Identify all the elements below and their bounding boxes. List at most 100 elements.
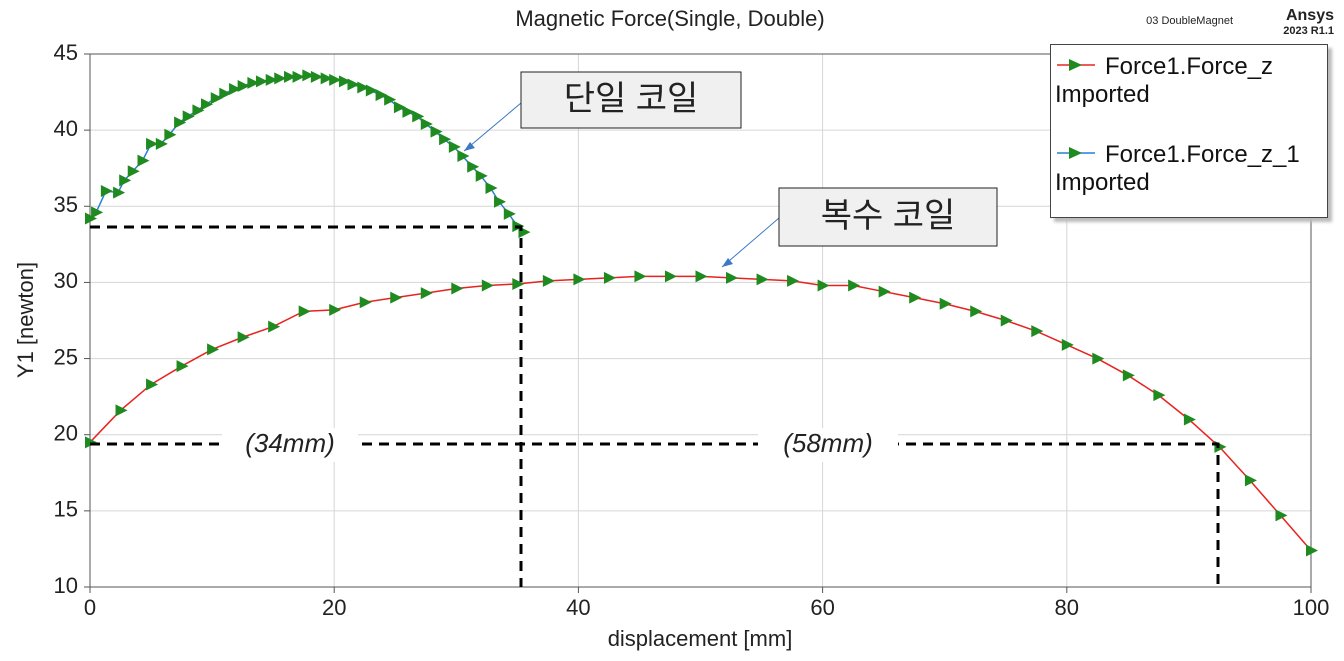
marker bbox=[817, 279, 830, 292]
marker bbox=[1183, 413, 1196, 426]
marker bbox=[247, 76, 260, 89]
marker bbox=[127, 165, 140, 178]
marker bbox=[359, 296, 372, 309]
series-line bbox=[89, 275, 1312, 551]
marker bbox=[274, 72, 287, 85]
label-bg bbox=[758, 428, 898, 462]
marker bbox=[85, 436, 97, 449]
marker bbox=[390, 291, 403, 304]
legend-symbol bbox=[1057, 147, 1095, 159]
marker bbox=[420, 118, 433, 131]
project-name: 03 DoubleMagnet bbox=[1146, 15, 1233, 27]
marker bbox=[155, 137, 168, 150]
y-tick-label: 40 bbox=[54, 116, 78, 141]
marker bbox=[347, 78, 360, 91]
marker bbox=[402, 105, 415, 118]
marker bbox=[494, 195, 507, 208]
marker bbox=[1244, 474, 1257, 487]
legend-symbol bbox=[1057, 59, 1095, 71]
marker bbox=[302, 69, 315, 82]
x-axis-label: displacement [mm] bbox=[608, 626, 793, 651]
data bbox=[85, 69, 1318, 557]
marker bbox=[119, 174, 132, 187]
marker bbox=[329, 73, 342, 86]
marker bbox=[192, 104, 205, 117]
marker bbox=[115, 404, 128, 417]
y-tick-label: 35 bbox=[54, 192, 78, 217]
marker bbox=[284, 70, 297, 83]
legend-entry: Force1.Force_z Imported bbox=[1055, 53, 1273, 109]
marker bbox=[1031, 325, 1044, 338]
legend-marker bbox=[1069, 147, 1082, 159]
arrow-head bbox=[464, 142, 475, 151]
x-tick-label: 0 bbox=[84, 595, 96, 620]
plot-frame bbox=[89, 53, 1312, 588]
marker bbox=[393, 101, 406, 114]
marker bbox=[375, 89, 388, 102]
marker bbox=[1306, 544, 1318, 557]
marker bbox=[237, 331, 250, 344]
marker bbox=[310, 70, 323, 83]
y-tick-label: 20 bbox=[54, 421, 78, 446]
marker bbox=[365, 84, 378, 97]
marker bbox=[237, 79, 250, 92]
annotation: (34mm) bbox=[245, 428, 335, 458]
x-tick-label: 40 bbox=[566, 595, 590, 620]
legend: Force1.Force_z Imported Force1.Force_z_1 … bbox=[1050, 44, 1328, 218]
marker bbox=[412, 110, 425, 123]
marker bbox=[1061, 338, 1074, 351]
marker bbox=[503, 207, 516, 220]
marker bbox=[338, 75, 351, 88]
guides bbox=[90, 225, 1220, 587]
x-tick-label: 20 bbox=[322, 595, 346, 620]
callout-text: 복수 코일 bbox=[821, 197, 956, 235]
marker bbox=[451, 282, 464, 295]
marker bbox=[634, 270, 647, 283]
chart-title: Magnetic Force(Single, Double) bbox=[515, 6, 824, 31]
marker bbox=[1153, 389, 1166, 402]
legend-marker bbox=[1069, 59, 1082, 71]
y-tick-label: 25 bbox=[54, 344, 78, 369]
marker bbox=[357, 81, 370, 94]
marker bbox=[255, 75, 268, 88]
marker bbox=[475, 169, 488, 182]
marker bbox=[113, 186, 126, 199]
annotation: (58mm) bbox=[783, 428, 873, 458]
y-tick-label: 15 bbox=[54, 497, 78, 522]
marker bbox=[229, 83, 242, 96]
arrow-head bbox=[722, 258, 733, 267]
x-tick-label: 80 bbox=[1055, 595, 1079, 620]
marker bbox=[848, 279, 861, 292]
marker bbox=[878, 285, 891, 298]
marker bbox=[164, 128, 177, 141]
marker bbox=[1000, 314, 1013, 327]
brand: Ansys bbox=[1286, 7, 1334, 24]
marker bbox=[298, 305, 311, 318]
marker bbox=[91, 206, 104, 219]
legend-entry: Force1.Force_z_1 Imported bbox=[1055, 141, 1300, 197]
x-tick-label: 60 bbox=[810, 595, 834, 620]
y-tick-label: 45 bbox=[54, 40, 78, 65]
marker bbox=[85, 212, 97, 225]
marker bbox=[726, 271, 739, 284]
x-tick-label: 100 bbox=[1293, 595, 1330, 620]
version: 2023 R1.1 bbox=[1283, 25, 1334, 37]
marker bbox=[485, 182, 498, 195]
marker bbox=[970, 305, 983, 318]
marker bbox=[200, 98, 213, 111]
marker bbox=[100, 185, 113, 198]
marker bbox=[695, 270, 708, 283]
marker bbox=[603, 271, 616, 284]
marker bbox=[457, 150, 470, 163]
y-tick-label: 30 bbox=[54, 268, 78, 293]
legend-label: Force1.Force_z Imported bbox=[1055, 53, 1274, 108]
marker bbox=[756, 273, 769, 286]
marker bbox=[219, 87, 232, 100]
marker bbox=[207, 343, 220, 356]
guide-line bbox=[90, 442, 1220, 587]
marker bbox=[1122, 369, 1135, 382]
y-tick-label: 10 bbox=[54, 573, 78, 598]
marker bbox=[384, 93, 397, 106]
